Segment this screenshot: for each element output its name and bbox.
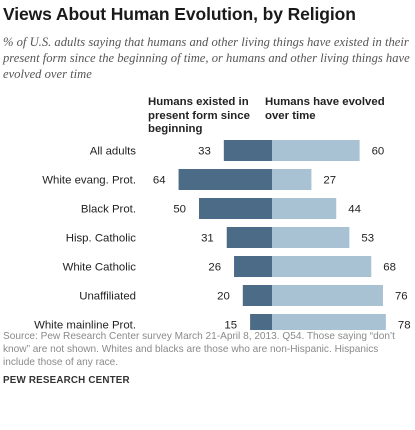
bar-evolved-all-adults: [272, 140, 360, 161]
value-evolved-unaffiliated: 76: [395, 291, 408, 303]
category-label-white-evang-prot: White evang. Prot.: [42, 175, 136, 187]
credit-line: PEW RESEARCH CENTER: [3, 375, 130, 386]
bar-evolved-black-prot: [272, 198, 337, 219]
bar-existed-white-catholic: [234, 256, 272, 277]
value-existed-hisp-catholic: 31: [201, 233, 214, 245]
bar-existed-white-mainline-prot: [250, 314, 272, 330]
bar-evolved-white-catholic: [272, 256, 372, 277]
chart-title: Views About Human Evolution, by Religion: [3, 4, 356, 24]
value-evolved-white-evang-prot: 27: [323, 175, 336, 187]
category-label-hisp-catholic: Hisp. Catholic: [66, 233, 137, 245]
value-evolved-all-adults: 60: [372, 146, 385, 158]
value-existed-all-adults: 33: [198, 146, 211, 158]
category-label-white-catholic: White Catholic: [63, 262, 137, 274]
value-existed-white-catholic: 26: [208, 262, 221, 274]
value-existed-black-prot: 50: [173, 204, 186, 216]
value-existed-unaffiliated: 20: [217, 291, 230, 303]
value-evolved-black-prot: 44: [348, 204, 361, 216]
legend-existed: Humans existed in present form since beg…: [148, 96, 250, 135]
bar-existed-black-prot: [199, 198, 272, 219]
bar-existed-white-evang-prot: [178, 169, 272, 190]
chart-subtitle: % of U.S. adults saying that humans and …: [3, 35, 410, 81]
category-label-unaffiliated: Unaffiliated: [79, 291, 136, 303]
bar-evolved-hisp-catholic: [272, 227, 350, 248]
bar-existed-hisp-catholic: [226, 227, 272, 248]
bar-evolved-white-mainline-prot: [272, 314, 386, 330]
value-evolved-white-catholic: 68: [383, 262, 396, 274]
source-note: Source: Pew Research Center survey March…: [3, 331, 395, 368]
value-evolved-white-mainline-prot: 78: [398, 320, 411, 331]
value-existed-white-evang-prot: 64: [153, 175, 166, 187]
category-label-all-adults: All adults: [90, 146, 137, 158]
value-evolved-hisp-catholic: 53: [361, 233, 374, 245]
category-label-white-mainline-prot: White mainline Prot.: [34, 320, 136, 331]
bar-evolved-unaffiliated: [272, 285, 383, 306]
bar-evolved-white-evang-prot: [272, 169, 312, 190]
value-existed-white-mainline-prot: 15: [224, 320, 237, 331]
legend-evolved: Humans have evolved over time: [265, 96, 385, 122]
bar-chart: All adults 33 60 White evang. Prot. 64 27 Blac…: [34, 140, 411, 331]
bar-existed-unaffiliated: [242, 285, 272, 306]
bar-existed-all-adults: [223, 140, 272, 161]
category-label-black-prot: Black Prot.: [81, 204, 136, 216]
